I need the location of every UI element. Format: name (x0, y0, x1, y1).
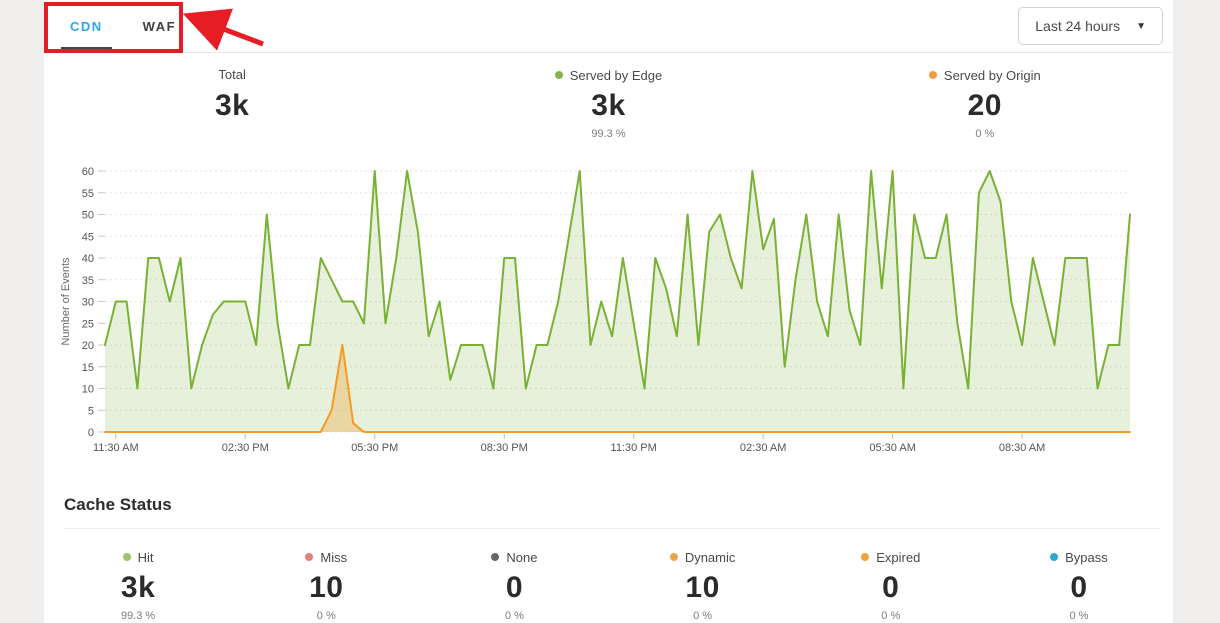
tab-cdn[interactable]: CDN (61, 0, 112, 52)
stat-edge: Served by Edge 3k 99.3 % (420, 66, 796, 141)
stat-origin-value: 20 (967, 89, 1002, 122)
y-tick-label: 10 (82, 384, 94, 396)
divider (64, 528, 1161, 529)
cache-stat-bypass: Bypass 0 0 % (985, 548, 1173, 623)
cache-stat-pct: 0 % (316, 610, 336, 622)
cache-stat-dynamic: Dynamic 10 0 % (609, 548, 797, 623)
y-tick-label: 5 (88, 405, 94, 417)
bypass-dot-icon (1050, 553, 1059, 561)
edge-series-line (104, 170, 1131, 390)
y-tick-label: 30 (82, 297, 94, 309)
x-tick-label: 05:30 AM (869, 442, 915, 454)
cache-stat-label: Bypass (1050, 550, 1108, 565)
y-tick-label: 40 (82, 253, 94, 265)
y-tick-label: 45 (82, 231, 94, 243)
cache-status-section: Cache Status Hit 3k 99.3 % Miss 10 0 % None 0 0 … (44, 487, 1173, 623)
origin-dot-icon (928, 71, 937, 79)
x-tick-label: 02:30 AM (740, 442, 786, 454)
y-tick-label: 20 (82, 340, 94, 352)
x-tick-label: 11:30 AM (93, 442, 139, 454)
x-tick-label: 02:30 PM (222, 442, 269, 454)
y-tick-label: 50 (82, 210, 94, 222)
y-tick-label: 35 (82, 275, 94, 287)
tab-waf[interactable]: WAF (142, 18, 177, 34)
origin-series-line (104, 344, 1131, 433)
cache-stat-label: Expired (861, 550, 920, 565)
cache-stat-miss: Miss 10 0 % (232, 548, 420, 623)
cache-stat-hit: Hit 3k 99.3 % (44, 548, 232, 623)
edge-dot-icon (554, 71, 563, 79)
y-tick-label: 60 (82, 166, 94, 178)
cache-stat-value: 0 (882, 571, 900, 604)
y-tick-label: 0 (88, 427, 94, 439)
x-tick-label: 05:30 PM (351, 442, 398, 454)
cache-stat-label: Dynamic (669, 550, 735, 565)
cache-stat-label: Miss (305, 550, 347, 565)
cache-stat-label: Hit (122, 550, 154, 565)
main-panel: CDN WAF Last 24 hours ▼ Total 3k Served … (44, 0, 1173, 623)
y-tick-label: 55 (82, 188, 94, 200)
stat-edge-pct: 99.3 % (591, 128, 626, 140)
cache-stat-pct: 99.3 % (120, 610, 156, 622)
dynamic-dot-icon (669, 553, 678, 561)
time-range-dropdown[interactable]: Last 24 hours ▼ (1018, 7, 1163, 45)
hit-dot-icon (122, 553, 131, 561)
cache-stat-value: 3k (120, 571, 156, 604)
cache-stat-expired: Expired 0 0 % (797, 548, 985, 623)
chevron-down-icon: ▼ (1136, 20, 1146, 32)
y-tick-label: 25 (82, 318, 94, 330)
stat-origin: Served by Origin 20 0 % (797, 66, 1173, 141)
events-chart-svg: 0 5 10 15 20 25 30 35 40 45 50 55 60 Number of Events… (60, 166, 1131, 454)
stat-total-pct (44, 128, 420, 141)
summary-stats: Total 3k Served by Edge 3k 99.3 % Served… (44, 66, 1173, 141)
stat-total-label: Total (218, 67, 246, 82)
stat-total: Total 3k (44, 66, 420, 141)
tab-bar: CDN WAF (44, 0, 178, 52)
x-tick-label: 08:30 PM (481, 442, 528, 454)
cache-stat-value: 10 (309, 571, 344, 604)
stat-edge-label: Served by Edge (554, 68, 662, 83)
cache-status-title: Cache Status (64, 495, 172, 514)
cache-stats-row: Hit 3k 99.3 % Miss 10 0 % None 0 0 % Dynamic 10 0 %… (44, 529, 1173, 623)
stat-origin-pct: 0 % (975, 128, 995, 140)
none-dot-icon (491, 553, 500, 561)
stat-origin-label: Served by Origin (928, 68, 1041, 83)
expired-dot-icon (861, 553, 870, 561)
stat-edge-value: 3k (591, 89, 626, 122)
y-axis-title: Number of Events (60, 257, 72, 346)
miss-dot-icon (305, 553, 314, 561)
time-range-value: Last 24 hours (1035, 18, 1121, 34)
stat-total-value: 3k (214, 89, 250, 122)
cache-stat-pct: 0 % (881, 610, 901, 622)
cache-stat-pct: 0 % (693, 610, 713, 622)
top-bar: CDN WAF Last 24 hours ▼ (44, 0, 1173, 53)
cache-stat-none: None 0 0 % (420, 548, 608, 623)
cache-stat-value: 10 (685, 571, 720, 604)
cache-stat-pct: 0 % (504, 610, 524, 622)
x-tick-label: 11:30 PM (611, 442, 657, 454)
y-tick-label: 15 (82, 362, 94, 374)
cache-stat-value: 0 (1070, 571, 1088, 604)
x-tick-label: 08:30 AM (999, 442, 1045, 454)
cache-stat-value: 0 (505, 571, 524, 604)
events-chart[interactable]: 0 5 10 15 20 25 30 35 40 45 50 55 60 Number of Events… (44, 158, 1173, 460)
cache-stat-pct: 0 % (1069, 610, 1089, 622)
cache-stat-label: None (491, 550, 537, 565)
